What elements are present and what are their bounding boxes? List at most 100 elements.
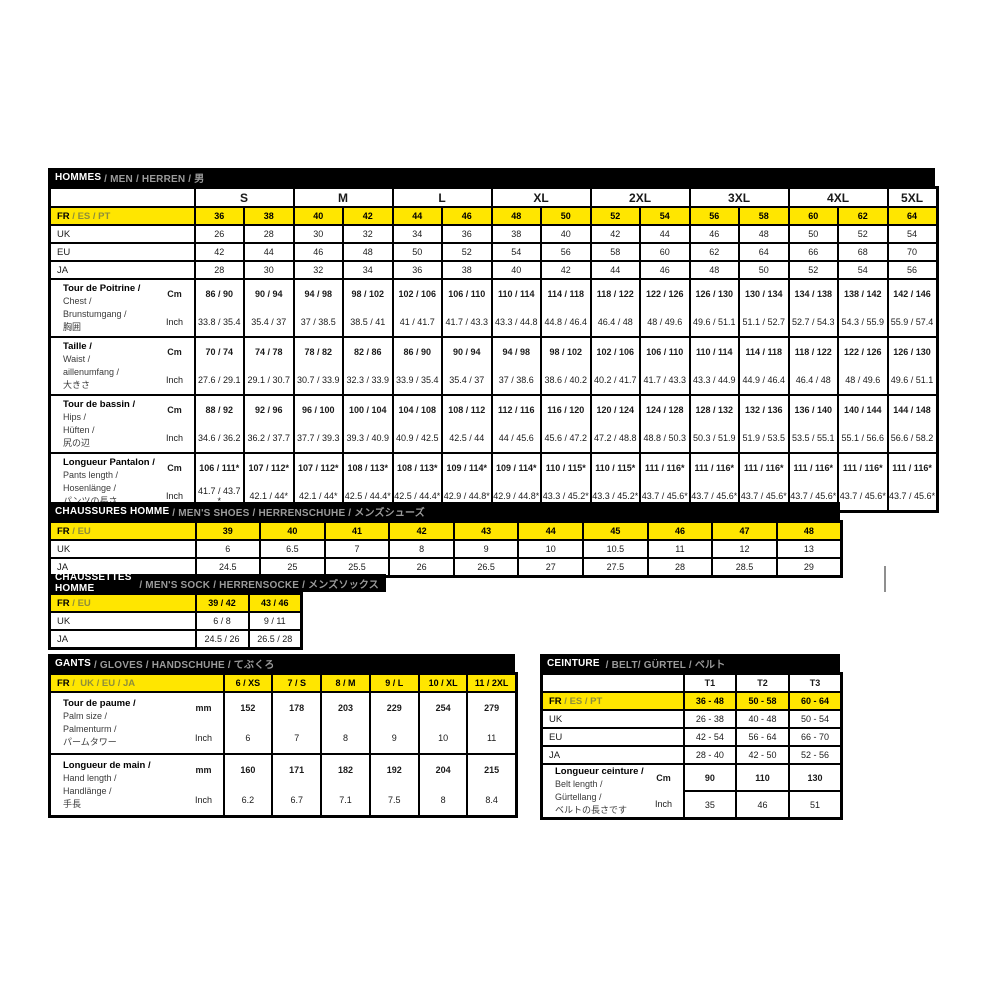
size-cell: 28.5 xyxy=(711,557,778,578)
measure-label: Tour de Poitrine / Chest / Brunstumgang / 胸… xyxy=(63,283,141,332)
size-cell: 60 xyxy=(639,242,691,262)
measure-value-cell: 192 7.5 xyxy=(368,753,420,818)
measure-label-cell: Tour de paume / Palm size / Palmenturm / パー… xyxy=(48,691,225,755)
size-cell: 48 xyxy=(738,224,790,244)
measure-value-cell: 96 / 100 37.7 / 39.3 xyxy=(292,394,345,454)
size-cell: 66 - 70 xyxy=(787,727,843,747)
measure-value-cell: 203 8 xyxy=(320,691,371,755)
fr-size-cell: 60 - 64 xyxy=(787,691,843,711)
row-label-uk: UK xyxy=(540,709,685,729)
fr-size-cell: 50 xyxy=(540,206,592,226)
belt-table: CEINTURE / BELT/ GÜRTEL / ベルト T1 T2 T3 FR /… xyxy=(540,654,844,820)
socks-table-header: CHAUSSETTES HOMME / MEN'S SOCK / HERRENS… xyxy=(48,572,386,594)
size-group-cell: 5XL xyxy=(886,186,939,208)
size-cell: 42 - 54 xyxy=(682,727,738,747)
unit-labels: Cm Inch xyxy=(156,281,193,335)
measure-label: Tour de paume / Palm size / Palmenturm / パー… xyxy=(63,698,136,747)
fr-size-cell: 46 xyxy=(441,206,493,226)
size-cell: 68 xyxy=(837,242,889,262)
belt-size-header-cell: T3 xyxy=(787,672,843,693)
measure-value-cell: 94 / 98 37 / 38.6 xyxy=(490,336,543,396)
size-cell: 30 xyxy=(243,260,295,280)
size-cell: 32 xyxy=(342,224,394,244)
fr-size-cell: 42 xyxy=(342,206,394,226)
size-cell: 56 - 64 xyxy=(735,727,790,747)
belt-title: CEINTURE xyxy=(547,657,600,669)
size-group-cell: 3XL xyxy=(688,186,790,208)
gloves-subtitle: / GLOVES / HANDSCHUHE / てぶくろ xyxy=(91,659,275,671)
fr-size-cell: 54 xyxy=(639,206,691,226)
fr-uk-eu-ja-row-label: FR / UK / EU / JA xyxy=(48,672,225,693)
size-cell: 34 xyxy=(391,224,444,244)
unit-labels: mm Inch xyxy=(185,756,222,815)
size-cell: 58 xyxy=(589,242,642,262)
shoes-subtitle: / MEN'S SHOES / HERRENSCHUHE / メンズシューズ xyxy=(169,507,425,519)
size-cell: 29 xyxy=(775,557,843,578)
unit-label: Inch xyxy=(165,317,183,327)
fr-size-cell: 43 / 46 xyxy=(247,592,303,613)
size-group-cell: XL xyxy=(490,186,592,208)
size-cell: 66 xyxy=(787,242,840,262)
measure-value-cell: 108 / 112 42.5 / 44 xyxy=(441,394,493,454)
measure-value-cell: 138 / 142 54.3 / 55.9 xyxy=(837,278,889,338)
size-cell: 26 - 38 xyxy=(682,709,738,729)
fr-size-cell: 40 xyxy=(259,520,326,541)
size-cell: 10 xyxy=(517,539,585,559)
measure-value-cell: 124 / 128 48.8 / 50.3 xyxy=(639,394,691,454)
measure-value-cell: 98 / 102 38.6 / 40.2 xyxy=(540,336,592,396)
measure-value-cell: 160 6.2 xyxy=(222,753,274,818)
men-grid: S M L XL 2XL 3XL 4XL 5XL FR / ES / PT 36 38 40 42 44 4… xyxy=(48,186,939,513)
fr-size-cell: 6 / XS xyxy=(222,672,274,693)
measure-value-cell: 171 6.7 xyxy=(271,753,323,818)
size-cell: 36 xyxy=(391,260,444,280)
row-label-uk: UK xyxy=(48,611,197,631)
row-label-uk: UK xyxy=(48,539,197,559)
size-cell: 26 xyxy=(193,224,245,244)
belt-table-header: CEINTURE / BELT/ GÜRTEL / ベルト xyxy=(540,654,840,672)
men-subtitle: / MEN / HERREN / 男 xyxy=(101,173,205,185)
measure-label-cell: Longueur de main / Hand length / Handlänge… xyxy=(48,753,225,818)
measure-label: Tour de bassin / Hips / Hüften / 尻の辺 xyxy=(63,399,136,448)
measure-value-cell: 106 / 110 41.7 / 43.3 xyxy=(639,336,691,396)
size-cell: 40 xyxy=(540,224,592,244)
size-cell: 13 xyxy=(775,539,843,559)
fr-eu-row-label: FR / EU xyxy=(48,592,197,613)
measure-value-cell: 35 xyxy=(682,790,738,820)
size-group-cell: S xyxy=(193,186,295,208)
measure-value-cell: 110 / 114 43.3 / 44.8 xyxy=(490,278,543,338)
row-label-eu: EU xyxy=(540,727,685,747)
measure-value-cell: 118 / 122 46.4 / 48 xyxy=(787,336,840,396)
socks-title: CHAUSSETTES HOMME xyxy=(55,572,132,594)
size-cell: 46 xyxy=(639,260,691,280)
fr-size-cell: 48 xyxy=(775,520,843,541)
measure-value-cell: 98 / 102 38.5 / 41 xyxy=(342,278,394,338)
size-cell: 11 xyxy=(646,539,714,559)
measure-value-cell: 86 / 90 33.9 / 35.4 xyxy=(391,336,444,396)
fr-es-pt-row-label: FR / ES / PT xyxy=(48,206,196,226)
fr-size-cell: 36 - 48 xyxy=(682,691,738,711)
size-cell: 6.5 xyxy=(259,539,326,559)
measure-label: Longueur ceinture / Belt length / Gürtella… xyxy=(555,766,644,815)
size-cell: 54 xyxy=(886,224,939,244)
belt-subtitle: / BELT/ GÜRTEL / ベルト xyxy=(599,659,726,671)
fr-size-cell: 43 xyxy=(452,520,520,541)
measure-value-cell: 74 / 78 29.1 / 30.7 xyxy=(243,336,295,396)
unit-label: Cm xyxy=(167,405,182,415)
unit-label: Cm xyxy=(167,463,182,473)
measure-value-cell: 118 / 122 46.4 / 48 xyxy=(589,278,642,338)
size-cell: 9 / 11 xyxy=(247,611,303,631)
size-cell: 44 xyxy=(243,242,295,262)
measure-value-cell: 130 xyxy=(787,763,843,792)
size-cell: 27 xyxy=(517,557,585,578)
unit-labels: Cm Inch xyxy=(156,339,193,393)
measure-label-cell: Tour de bassin / Hips / Hüften / 尻の辺 Cm Inch xyxy=(48,394,196,454)
measure-value-cell: 104 / 108 40.9 / 42.5 xyxy=(391,394,444,454)
size-cell: 24.5 / 26 xyxy=(194,629,250,650)
measure-value-cell: 70 / 74 27.6 / 29.1 xyxy=(193,336,245,396)
size-cell: 38 xyxy=(490,224,543,244)
size-cell: 50 xyxy=(738,260,790,280)
shoes-title: CHAUSSURES HOMME xyxy=(55,505,170,517)
measure-value-cell: 90 / 94 35.4 / 37 xyxy=(441,336,493,396)
fr-size-cell: 7 / S xyxy=(271,672,323,693)
